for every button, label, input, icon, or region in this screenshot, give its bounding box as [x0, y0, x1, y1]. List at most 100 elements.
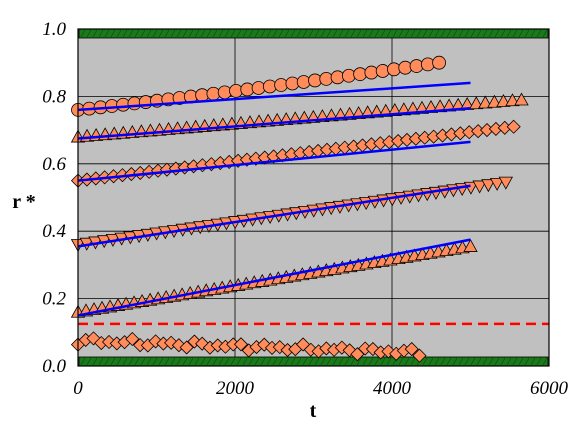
- boundary-band-hatch: [278, 29, 284, 38]
- boundary-band-hatch: [362, 29, 368, 38]
- data-point: [375, 64, 390, 78]
- boundary-band-hatch: [236, 29, 242, 38]
- boundary-band-hatch: [374, 29, 380, 38]
- boundary-band-hatch: [254, 357, 260, 366]
- boundary-band-hatch: [326, 29, 332, 38]
- boundary-band-hatch: [380, 357, 386, 366]
- boundary-band-hatch: [128, 357, 134, 366]
- x-axis-title: t: [310, 400, 317, 422]
- boundary-band-hatch: [338, 29, 344, 38]
- boundary-band-hatch: [80, 357, 86, 366]
- plot-frame: [77, 28, 550, 367]
- boundary-band-hatch: [80, 29, 86, 38]
- data-point: [274, 78, 289, 92]
- data-point: [478, 95, 493, 109]
- boundary-band-hatch: [158, 357, 164, 366]
- data-point: [319, 71, 334, 86]
- boundary-band-hatch: [422, 29, 428, 38]
- data-point: [469, 96, 484, 110]
- boundary-band-hatch: [164, 29, 170, 38]
- boundary-band-hatch: [128, 29, 134, 38]
- boundary-band-hatch: [212, 357, 218, 366]
- boundary-band-hatch: [350, 357, 356, 366]
- boundary-band-hatch: [290, 29, 296, 38]
- boundary-band-hatch: [212, 29, 218, 38]
- x-tick-label: 6000: [530, 378, 569, 399]
- boundary-band-hatch: [416, 29, 422, 38]
- y-tick-label: 0.2: [42, 289, 66, 310]
- boundary-band-hatch: [404, 357, 410, 366]
- data-point: [514, 92, 529, 106]
- boundary-band-hatch: [272, 29, 278, 38]
- boundary-band-hatch: [542, 357, 548, 366]
- boundary-band-hatch: [398, 357, 404, 366]
- y-tick-labels: 0.0 0.2 0.4 0.6 0.8 1.0: [42, 19, 66, 377]
- data-point: [498, 176, 514, 190]
- boundary-band-hatch: [356, 29, 362, 38]
- boundary-band-hatch: [440, 357, 446, 366]
- y-axis-title: r *: [12, 191, 36, 213]
- boundary-band-hatch: [152, 29, 158, 38]
- boundary-band-hatch: [134, 357, 140, 366]
- boundary-band-hatch: [182, 357, 188, 366]
- boundary-band-hatch: [170, 29, 176, 38]
- boundary-band-hatch: [206, 357, 212, 366]
- boundary-band-hatch: [206, 29, 212, 38]
- y-tick-label: 0.6: [42, 154, 66, 175]
- boundary-band-hatch: [290, 357, 296, 366]
- boundary-band-hatch: [542, 29, 548, 38]
- data-point: [233, 337, 249, 352]
- boundary-band-hatch: [482, 357, 488, 366]
- x-tick-label: 0: [73, 378, 83, 399]
- data-point: [487, 94, 502, 108]
- boundary-band-hatch: [392, 29, 398, 38]
- boundary-band-hatch: [470, 29, 476, 38]
- boundary-band-hatch: [98, 29, 104, 38]
- y-tick-label: 0.0: [42, 356, 66, 377]
- boundary-band-hatch: [110, 357, 116, 366]
- boundary-band-hatch: [434, 29, 440, 38]
- boundary-band-hatch: [386, 29, 392, 38]
- boundary-band-hatch: [536, 357, 542, 366]
- data-point: [330, 70, 345, 85]
- boundary-band-hatch: [344, 29, 350, 38]
- data-point: [341, 68, 356, 83]
- data-point: [505, 93, 520, 107]
- boundary-band-hatch: [476, 29, 482, 38]
- boundary-band-hatch: [218, 357, 224, 366]
- boundary-band-hatch: [494, 357, 500, 366]
- boundary-band-hatch: [512, 357, 518, 366]
- y-tick-label: 0.8: [42, 86, 66, 107]
- fit-line-1: [77, 106, 471, 140]
- boundary-band-hatch: [464, 29, 470, 38]
- y-tick-label: 0.4: [42, 221, 66, 242]
- y-tick-label: 1.0: [42, 19, 66, 40]
- boundary-band-hatch: [446, 357, 452, 366]
- boundary-band-hatch: [422, 357, 428, 366]
- boundary-band-hatch: [320, 357, 326, 366]
- boundary-band-hatch: [518, 357, 524, 366]
- boundary-band-hatch: [92, 29, 98, 38]
- data-point: [423, 100, 439, 113]
- boundary-band-hatch: [188, 357, 194, 366]
- data-point: [364, 65, 379, 80]
- boundary-band-hatch: [158, 29, 164, 38]
- boundary-band-hatch: [398, 29, 404, 38]
- boundary-band-hatch: [98, 357, 104, 366]
- boundary-band-hatch: [338, 357, 344, 366]
- boundary-band-hatch: [482, 29, 488, 38]
- boundary-band-hatch: [110, 29, 116, 38]
- x-tick-label: 2000: [216, 378, 255, 399]
- boundary-band-hatch: [260, 29, 266, 38]
- boundary-band-hatch: [440, 29, 446, 38]
- boundary-band-hatch: [140, 29, 146, 38]
- data-point: [420, 57, 435, 72]
- boundary-band-hatch: [320, 29, 326, 38]
- boundary-band-hatch: [116, 357, 122, 366]
- boundary-band-hatch: [146, 357, 152, 366]
- boundary-band-hatch: [506, 357, 512, 366]
- data-point: [405, 101, 421, 115]
- boundary-band-hatch: [242, 357, 248, 366]
- boundary-band-hatch: [134, 29, 140, 38]
- boundary-band-hatch: [164, 357, 170, 366]
